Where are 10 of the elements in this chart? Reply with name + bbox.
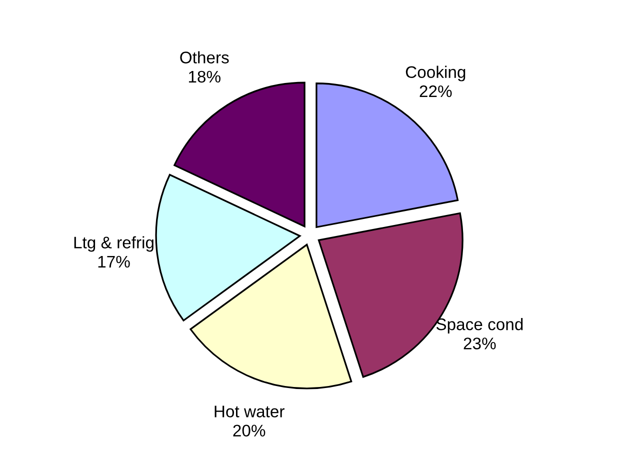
- data-label: 17%: [98, 256, 130, 268]
- slice-label: Hot water: [214, 406, 284, 418]
- slice-label: Cooking: [406, 66, 466, 82]
- slice-label: Others: [180, 51, 229, 64]
- data-label: 23%: [464, 338, 496, 350]
- slice-label: Ltg & refrig: [74, 236, 154, 252]
- data-label: 20%: [233, 424, 266, 437]
- data-label: 22%: [420, 85, 452, 98]
- data-label: 18%: [188, 70, 220, 83]
- slice-label: Space cond: [436, 318, 523, 334]
